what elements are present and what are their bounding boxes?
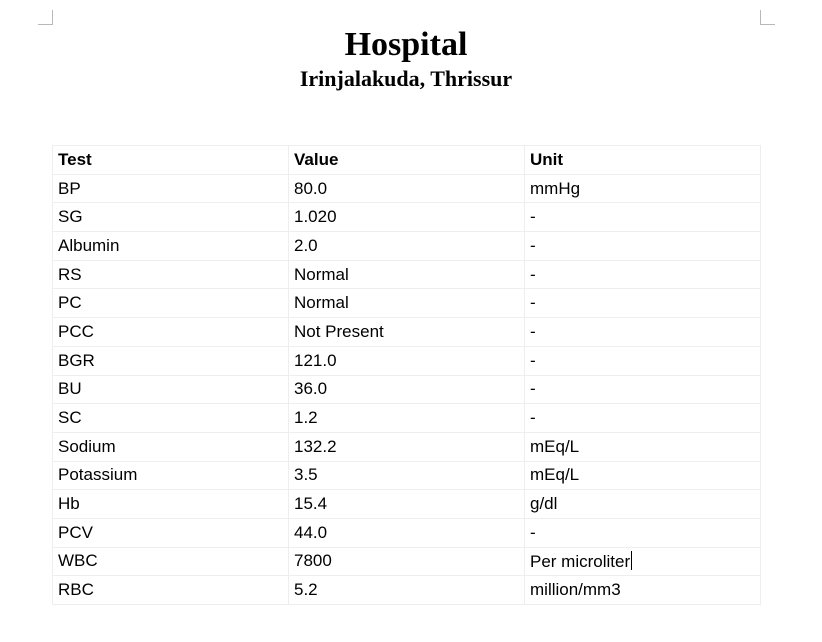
unit-cell[interactable]: g/dl [524,489,761,519]
value-cell[interactable]: 36.0 [288,374,525,405]
test-cell[interactable]: Hb [52,489,289,519]
document-title: Hospital [344,26,468,63]
unit-cell[interactable]: - [524,259,761,290]
table-row: PCC Not Present - [52,317,761,347]
table-row: Potassium 3.5 mEq/L [52,460,761,491]
value-cell[interactable]: 80.0 [288,173,525,204]
test-cell[interactable]: Potassium [52,460,289,491]
column-header-test[interactable]: Test [52,145,289,175]
table-row: RS Normal - [52,259,761,290]
value-cell[interactable]: 7800 [288,546,525,577]
table-row: WBC 7800 Per microliter [52,546,761,577]
unit-cell[interactable]: Per microliter [524,546,761,577]
test-cell[interactable]: RBC [52,575,289,605]
page-corner-mark-left [38,10,53,25]
table-row: Albumin 2.0 - [52,231,761,261]
table-row: PCV 44.0 - [52,517,761,548]
unit-cell[interactable]: - [524,288,761,319]
unit-cell-text: Per microliter [530,551,631,571]
lab-results-table: Test Value Unit BP 80.0 mmHg SG 1.020 - … [52,145,761,605]
table-row: Hb 15.4 g/dl [52,489,761,519]
unit-cell[interactable]: - [524,202,761,233]
text-cursor [631,550,633,570]
value-cell[interactable]: 1.020 [288,202,525,233]
table-row: SG 1.020 - [52,202,761,233]
test-cell[interactable]: Sodium [52,431,289,462]
value-cell[interactable]: Normal [288,259,525,290]
unit-cell[interactable]: mmHg [524,173,761,204]
table-row: PC Normal - [52,288,761,319]
column-header-value[interactable]: Value [288,145,525,175]
value-cell[interactable]: 121.0 [288,345,525,376]
value-cell[interactable]: 1.2 [288,403,525,433]
unit-cell[interactable]: mEq/L [524,460,761,491]
value-cell[interactable]: 44.0 [288,517,525,548]
table-row: SC 1.2 - [52,403,761,433]
table-row: BP 80.0 mmHg [52,173,761,204]
table-row: Sodium 132.2 mEq/L [52,431,761,462]
page-corner-mark-right [760,10,775,25]
value-cell[interactable]: 15.4 [288,489,525,519]
unit-cell[interactable]: mEq/L [524,431,761,462]
unit-cell[interactable]: - [524,345,761,376]
table-header-row: Test Value Unit [52,145,761,175]
unit-cell[interactable]: - [524,374,761,405]
unit-cell[interactable]: - [524,403,761,433]
unit-cell[interactable]: - [524,317,761,347]
column-header-unit[interactable]: Unit [524,145,761,175]
table-row: RBC 5.2 million/mm3 [52,575,761,605]
value-cell[interactable]: 5.2 [288,575,525,605]
document-subtitle: Irinjalakuda, Thrissur [299,66,513,91]
table-row: BGR 121.0 - [52,345,761,376]
test-cell[interactable]: BU [52,374,289,405]
test-cell[interactable]: RS [52,259,289,290]
unit-cell[interactable]: million/mm3 [524,575,761,605]
value-cell[interactable]: Not Present [288,317,525,347]
test-cell[interactable]: PCC [52,317,289,347]
unit-cell[interactable]: - [524,517,761,548]
test-cell[interactable]: Albumin [52,231,289,261]
value-cell[interactable]: Normal [288,288,525,319]
unit-cell[interactable]: - [524,231,761,261]
test-cell[interactable]: PCV [52,517,289,548]
test-cell[interactable]: SG [52,202,289,233]
test-cell[interactable]: BP [52,173,289,204]
test-cell[interactable]: SC [52,403,289,433]
test-cell[interactable]: PC [52,288,289,319]
value-cell[interactable]: 3.5 [288,460,525,491]
value-cell[interactable]: 132.2 [288,431,525,462]
value-cell[interactable]: 2.0 [288,231,525,261]
table-row: BU 36.0 - [52,374,761,405]
test-cell[interactable]: WBC [52,546,289,577]
test-cell[interactable]: BGR [52,345,289,376]
